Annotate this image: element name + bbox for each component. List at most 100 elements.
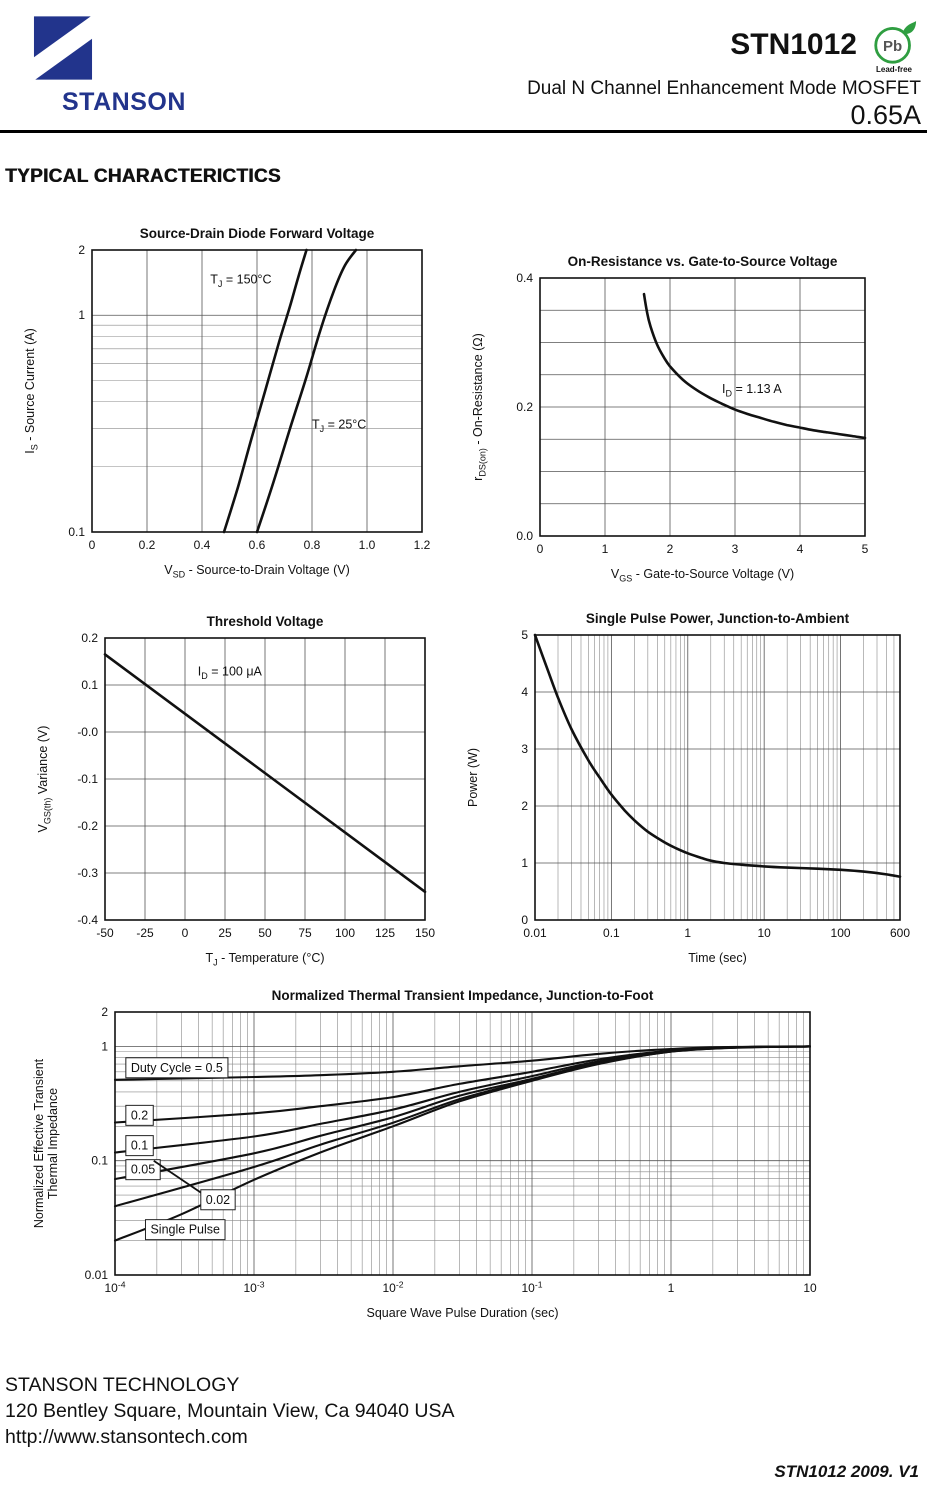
y-tick-labels: 0.0 0.2 0.4	[516, 271, 533, 543]
gridlines	[535, 635, 900, 920]
svg-text:100: 100	[831, 926, 851, 940]
chart-annotation: 0.05	[131, 1163, 155, 1177]
x-axis-label: Square Wave Pulse Duration (sec)	[367, 1306, 559, 1320]
chart-title: On-Resistance vs. Gate-to-Source Voltage	[568, 254, 838, 269]
chart-source-drain-diode-forward-voltage: 0 0.2 0.4 0.6 0.8 1.0 1.2 2 1 0.1 Source-Drain Dio…	[0, 212, 470, 612]
section-title: TYPICAL CHARACTERICTICS	[5, 166, 281, 187]
svg-text:10-3: 10-3	[243, 1279, 264, 1295]
svg-text:0.2: 0.2	[139, 538, 156, 552]
svg-text:4: 4	[521, 685, 528, 699]
current-rating: 0.65A	[850, 100, 921, 130]
svg-text:10-2: 10-2	[382, 1279, 403, 1295]
y-tick-labels: 2 1 0.1 0.01	[85, 1005, 109, 1282]
svg-text:0.1: 0.1	[603, 926, 620, 940]
y-axis-label: rDS(on) - On-Resistance (Ω)	[471, 333, 488, 481]
svg-text:-0.1: -0.1	[77, 772, 98, 786]
svg-text:0: 0	[537, 542, 544, 556]
svg-text:0: 0	[521, 913, 528, 927]
svg-text:5: 5	[862, 542, 869, 556]
chart-annotation: Duty Cycle = 0.5	[131, 1061, 223, 1075]
lead-free-icon: Pb	[873, 20, 916, 64]
y-tick-labels: 0.2 0.1 -0.0 -0.1 -0.2 -0.3 -0.4	[77, 631, 98, 927]
chart-svg-on-resistance-vs-gate-to-source-voltage: 0 1 2 3 4 5 0.0 0.2 0.4 On-Resistance vs. Gate-to…	[471, 254, 869, 584]
svg-text:75: 75	[298, 926, 312, 940]
chart-title: Single Pulse Power, Junction-to-Ambient	[586, 611, 850, 626]
svg-text:0.2: 0.2	[516, 400, 533, 414]
svg-text:5: 5	[521, 628, 528, 642]
svg-text:0.01: 0.01	[85, 1268, 109, 1282]
doc-revision: STN1012 2009. V1	[774, 1462, 919, 1481]
company-name: STANSON TECHNOLOGY	[5, 1374, 240, 1396]
svg-text:0.0: 0.0	[516, 529, 533, 543]
y-axis-label: IS - Source Current (A)	[23, 328, 40, 454]
svg-text:2: 2	[78, 243, 85, 257]
svg-text:1.2: 1.2	[414, 538, 431, 552]
svg-text:10: 10	[757, 926, 771, 940]
svg-text:1: 1	[101, 1039, 108, 1053]
lead-free-badge: Pb Lead-free	[867, 20, 921, 74]
chart-annotation: 0.2	[131, 1108, 148, 1122]
svg-text:0: 0	[182, 926, 189, 940]
x-axis-label: VGS - Gate-to-Source Voltage (V)	[611, 567, 794, 584]
footer: STANSON TECHNOLOGY 120 Bentley Square, M…	[5, 1374, 455, 1452]
header-divider	[0, 130, 927, 133]
svg-text:0.01: 0.01	[523, 926, 547, 940]
svg-text:1.0: 1.0	[359, 538, 376, 552]
chart-title: Threshold Voltage	[207, 614, 324, 629]
company-address: 120 Bentley Square, Mountain View, Ca 94…	[5, 1400, 455, 1422]
y-axis-label: Normalized Effective Transient	[32, 1058, 46, 1228]
plot-border	[104, 637, 426, 921]
svg-text:150: 150	[415, 926, 435, 940]
x-axis-label: VSD - Source-to-Drain Voltage (V)	[164, 563, 350, 580]
company-website: http://www.stansontech.com	[5, 1426, 248, 1448]
lead-free-caption: Lead-free	[875, 65, 912, 74]
svg-text:1: 1	[521, 856, 528, 870]
svg-text:0.4: 0.4	[516, 271, 533, 285]
x-tick-labels: 10-4 10-3 10-2 10-1 1 10	[104, 1279, 817, 1295]
svg-text:0.1: 0.1	[68, 525, 85, 539]
svg-text:100: 100	[335, 926, 355, 940]
chart-threshold-voltage: -50 -25 0 25 50 75 100 125 150 0.2 0.1 -0.0 -0.1 -0.2…	[0, 610, 465, 992]
y-tick-labels: 0 1 2 3 4 5	[521, 628, 528, 927]
part-number: STN1012	[730, 28, 857, 61]
svg-text:0.4: 0.4	[194, 538, 211, 552]
chart-annotation: ID = 100 μA	[198, 665, 263, 682]
svg-text:-0.0: -0.0	[77, 725, 98, 739]
x-axis-label: TJ - Temperature (°C)	[205, 951, 324, 968]
chart-title: Source-Drain Diode Forward Voltage	[140, 226, 375, 241]
svg-text:1: 1	[684, 926, 691, 940]
annotation-box	[125, 1057, 229, 1079]
svg-text:2: 2	[667, 542, 674, 556]
annotation-box	[200, 1189, 236, 1211]
series-line	[642, 292, 867, 440]
svg-text:1: 1	[78, 308, 85, 322]
svg-text:0.1: 0.1	[81, 678, 98, 692]
gridlines	[540, 278, 865, 536]
svg-text:-50: -50	[96, 926, 114, 940]
annotation-leader	[153, 1159, 203, 1194]
svg-text:10: 10	[803, 1281, 817, 1295]
svg-text:2: 2	[101, 1005, 108, 1019]
x-axis-label: Time (sec)	[688, 951, 747, 965]
leaf-icon	[902, 20, 916, 35]
chart-annotation: Single Pulse	[150, 1223, 220, 1237]
chart-svg-threshold-voltage: -50 -25 0 25 50 75 100 125 150 0.2 0.1 -0.0 -0.1 -0.2…	[36, 614, 435, 968]
svg-text:-0.4: -0.4	[77, 913, 98, 927]
svg-text:1: 1	[668, 1281, 675, 1295]
x-tick-labels: -50 -25 0 25 50 75 100 125 150	[96, 926, 435, 940]
x-tick-labels: 0.01 0.1 1 10 100 600	[523, 926, 910, 940]
chart-thermal-transient-impedance: 10-4 10-3 10-2 10-1 1 10 2 1 0.1 0.01 Normalized T…	[20, 988, 878, 1324]
gridlines	[115, 1012, 810, 1275]
svg-text:0.6: 0.6	[249, 538, 266, 552]
svg-text:-25: -25	[136, 926, 154, 940]
svg-text:125: 125	[375, 926, 395, 940]
annotation-box	[125, 1104, 154, 1126]
series-line	[222, 248, 308, 534]
svg-text:25: 25	[218, 926, 232, 940]
stanson-logo: STANSON	[30, 4, 260, 126]
plot-border	[534, 634, 901, 921]
chart-annotation: TJ = 150°C	[210, 273, 271, 290]
svg-text:3: 3	[732, 542, 739, 556]
part-subtitle: Dual N Channel Enhancement Mode MOSFET	[527, 78, 921, 99]
